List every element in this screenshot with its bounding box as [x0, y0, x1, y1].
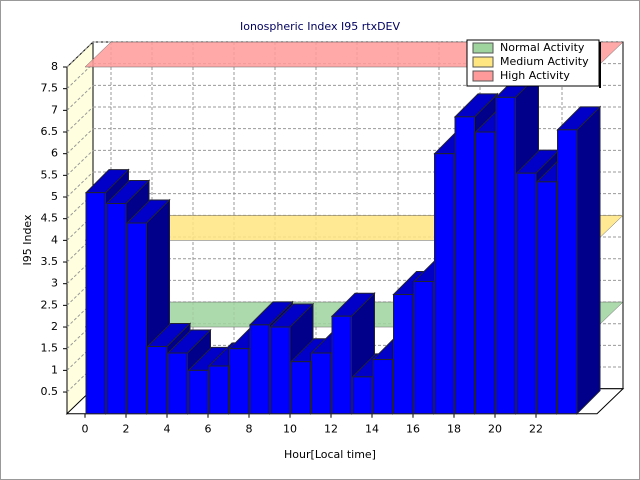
grid-line	[66, 41, 94, 68]
legend-label: Normal Activity	[500, 41, 585, 54]
bar	[516, 172, 537, 415]
y-tick-label: 0.5	[41, 385, 59, 398]
bar	[249, 324, 270, 415]
x-tick-label: 4	[164, 423, 171, 436]
x-tick-label: 18	[447, 423, 461, 436]
bar	[208, 365, 229, 415]
y-tick-label: 8	[51, 60, 58, 73]
bar	[372, 359, 393, 415]
x-tick-label: 20	[488, 423, 502, 436]
y-axis-label: I95 Index	[21, 214, 34, 266]
y-tick-label: 3.5	[41, 255, 59, 268]
bar	[229, 348, 250, 415]
x-tick-label: 16	[406, 423, 420, 436]
x-axis-label: Hour[Local time]	[284, 448, 376, 461]
bar	[270, 326, 291, 415]
y-tick-label: 7.5	[41, 82, 59, 95]
bar	[167, 352, 188, 415]
bar	[475, 131, 496, 415]
x-tick-label: 2	[123, 423, 130, 436]
x-tick-label: 0	[82, 423, 89, 436]
bar	[126, 222, 147, 415]
x-tick-label: 12	[324, 423, 338, 436]
bar	[413, 281, 434, 415]
y-tick-label: 6	[51, 147, 58, 160]
grid-line	[66, 84, 94, 111]
bar	[454, 116, 475, 415]
y-tick-label: 4	[51, 233, 58, 246]
bar	[188, 369, 209, 415]
legend-swatch	[472, 70, 494, 82]
x-tick-label: 6	[205, 423, 212, 436]
bar-group	[556, 105, 602, 415]
legend-shadow	[599, 42, 601, 88]
grid-line	[66, 149, 94, 176]
bar	[331, 315, 352, 415]
grid-line	[66, 128, 94, 155]
bar	[147, 346, 168, 415]
bar	[495, 96, 516, 415]
x-tick-label: 10	[283, 423, 297, 436]
y-tick-label: 3	[51, 277, 58, 290]
legend-label: Medium Activity	[500, 55, 589, 68]
chart-title: Ionospheric Index I95 rtxDEV	[240, 20, 401, 33]
bar	[311, 352, 332, 415]
legend-swatch	[472, 56, 494, 68]
y-tick-label: 2.5	[41, 298, 59, 311]
y-tick-label: 7	[51, 103, 58, 116]
y-tick-label: 4.5	[41, 212, 59, 225]
y-tick-label: 2	[51, 320, 58, 333]
grid-line	[66, 171, 94, 198]
bar	[106, 203, 127, 415]
bar	[557, 129, 578, 415]
y-tick-label: 1.5	[41, 342, 59, 355]
bar	[352, 376, 373, 415]
bar-side	[576, 105, 601, 415]
grid-line	[66, 63, 94, 90]
legend-swatch	[472, 42, 494, 54]
x-tick-label: 22	[529, 423, 543, 436]
y-tick-label: 5.5	[41, 168, 59, 181]
bar	[290, 361, 311, 415]
x-tick-label: 14	[365, 423, 379, 436]
y-tick-label: 1	[51, 363, 58, 376]
y-tick-label: 6.5	[41, 125, 59, 138]
bar	[434, 153, 455, 415]
y-tick-label: 5	[51, 190, 58, 203]
bar	[85, 192, 106, 415]
x-tick-label: 8	[246, 423, 253, 436]
bar	[536, 181, 557, 415]
legend-label: High Activity	[500, 69, 570, 82]
bar	[393, 294, 414, 415]
grid-line	[66, 106, 94, 133]
